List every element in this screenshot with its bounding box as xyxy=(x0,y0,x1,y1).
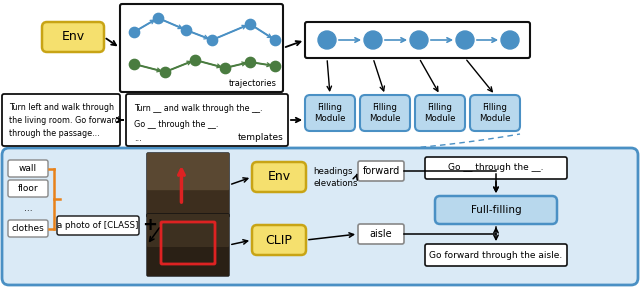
Point xyxy=(153,16,163,20)
Point xyxy=(207,38,217,42)
FancyBboxPatch shape xyxy=(147,214,229,276)
FancyBboxPatch shape xyxy=(360,95,410,131)
Text: trajectories: trajectories xyxy=(229,79,277,88)
FancyBboxPatch shape xyxy=(425,157,567,179)
Point xyxy=(270,38,280,42)
Point xyxy=(181,28,191,32)
Text: Filling
Module: Filling Module xyxy=(314,103,346,123)
FancyBboxPatch shape xyxy=(358,224,404,244)
FancyBboxPatch shape xyxy=(425,244,567,266)
Text: Turn left and walk through
the living room. Go forward
through the passage...: Turn left and walk through the living ro… xyxy=(9,103,120,138)
Text: Filling
Module: Filling Module xyxy=(369,103,401,123)
Text: headings: headings xyxy=(313,168,353,177)
FancyBboxPatch shape xyxy=(57,216,139,235)
FancyBboxPatch shape xyxy=(305,22,530,58)
FancyBboxPatch shape xyxy=(470,95,520,131)
Circle shape xyxy=(410,31,428,49)
FancyBboxPatch shape xyxy=(147,153,229,190)
Point xyxy=(160,70,170,74)
Text: ...: ... xyxy=(134,134,142,143)
Text: Go __ through the __.: Go __ through the __. xyxy=(134,120,218,129)
Point xyxy=(270,64,280,68)
Text: Filling
Module: Filling Module xyxy=(479,103,511,123)
Text: elevations: elevations xyxy=(313,179,358,187)
Text: templates: templates xyxy=(237,133,283,142)
Text: clothes: clothes xyxy=(12,224,44,233)
Point xyxy=(220,66,230,70)
FancyBboxPatch shape xyxy=(147,214,229,276)
Text: ...: ... xyxy=(24,204,32,213)
Text: Filling
Module: Filling Module xyxy=(424,103,456,123)
Text: Go forward through the aisle.: Go forward through the aisle. xyxy=(429,251,563,259)
FancyBboxPatch shape xyxy=(2,94,120,146)
FancyBboxPatch shape xyxy=(8,180,48,197)
Point xyxy=(245,22,255,26)
Text: a photo of [CLASS]: a photo of [CLASS] xyxy=(58,221,139,230)
Circle shape xyxy=(364,31,382,49)
FancyBboxPatch shape xyxy=(147,214,229,247)
FancyBboxPatch shape xyxy=(8,220,48,237)
FancyBboxPatch shape xyxy=(358,161,404,181)
FancyBboxPatch shape xyxy=(252,162,306,192)
Point xyxy=(190,58,200,62)
Text: Env: Env xyxy=(61,31,84,43)
FancyBboxPatch shape xyxy=(435,196,557,224)
Circle shape xyxy=(318,31,336,49)
FancyBboxPatch shape xyxy=(2,148,638,285)
Point xyxy=(129,62,139,66)
FancyBboxPatch shape xyxy=(8,160,48,177)
FancyBboxPatch shape xyxy=(252,225,306,255)
Text: Full-filling: Full-filling xyxy=(470,205,522,215)
Text: floor: floor xyxy=(18,184,38,193)
FancyBboxPatch shape xyxy=(126,94,288,146)
FancyBboxPatch shape xyxy=(120,4,283,92)
Circle shape xyxy=(456,31,474,49)
FancyBboxPatch shape xyxy=(305,95,355,131)
Point xyxy=(245,60,255,64)
Text: wall: wall xyxy=(19,164,37,173)
Text: CLIP: CLIP xyxy=(266,234,292,247)
FancyBboxPatch shape xyxy=(147,153,229,217)
Text: aisle: aisle xyxy=(370,229,392,239)
Text: +: + xyxy=(143,217,157,234)
FancyBboxPatch shape xyxy=(42,22,104,52)
Text: Go __ through the __.: Go __ through the __. xyxy=(448,164,544,173)
FancyBboxPatch shape xyxy=(415,95,465,131)
Point xyxy=(129,30,139,34)
Circle shape xyxy=(501,31,519,49)
Text: forward: forward xyxy=(362,166,399,176)
Text: Turn __ and walk through the __.: Turn __ and walk through the __. xyxy=(134,104,262,113)
Text: Env: Env xyxy=(268,170,291,183)
FancyBboxPatch shape xyxy=(147,153,229,217)
